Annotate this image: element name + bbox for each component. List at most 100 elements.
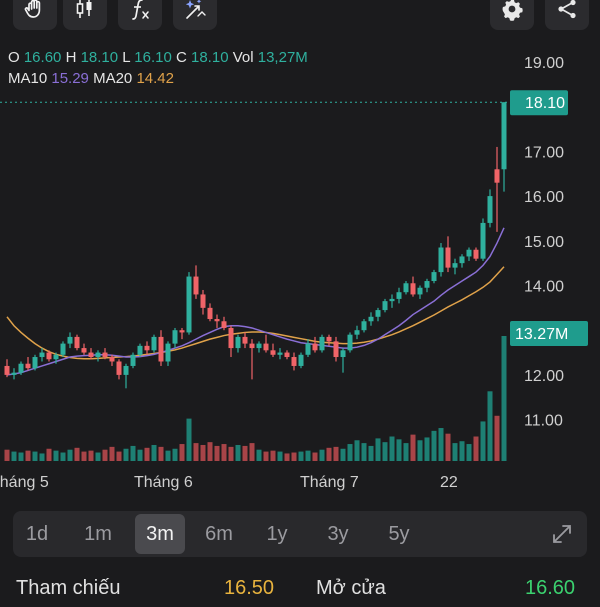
function-icon[interactable] [118, 0, 162, 30]
range-1y[interactable]: 1y [266, 522, 288, 545]
volume-bar [130, 445, 136, 461]
candle-body [228, 327, 234, 349]
volume-bar [39, 453, 45, 461]
volume-bar [144, 447, 150, 461]
volume-bar [445, 433, 451, 461]
volume-bar [487, 391, 493, 461]
range-5y[interactable]: 5y [388, 522, 410, 545]
candle-body [249, 343, 255, 349]
candle-body [95, 352, 101, 358]
candle-body [53, 354, 59, 360]
hand-icon[interactable] [13, 0, 57, 30]
candle-body [109, 357, 115, 362]
x-tick-label: Tháng 7 [300, 474, 359, 491]
candle-body [186, 276, 192, 333]
ma-legend: MA10 15.29 MA20 14.42 [8, 70, 174, 87]
volume-bar [466, 444, 472, 461]
volume-bar [291, 452, 297, 461]
price-info: Tham chiếu 16.50 Mở cửa 16.60 [0, 577, 600, 607]
magic-icon[interactable] [173, 0, 217, 30]
y-tick-label: 19.00 [524, 55, 564, 72]
reference-value: 16.50 [224, 577, 275, 599]
candle-body [81, 348, 87, 353]
range-3m[interactable]: 3m [135, 514, 185, 554]
candle-body [403, 283, 409, 293]
range-3y[interactable]: 3y [327, 522, 349, 545]
volume-bar [312, 452, 318, 461]
volume-bar [333, 446, 339, 461]
volume-bar [18, 452, 24, 461]
candle-body [305, 343, 311, 355]
candle-body [480, 222, 486, 259]
volume-bar [11, 451, 17, 461]
price-badge-label: 18.10 [525, 95, 565, 112]
candle-body [172, 330, 178, 344]
candle-body [11, 372, 17, 375]
volume-bar [382, 442, 388, 461]
volume-bar [172, 448, 178, 461]
candle-body [102, 352, 108, 358]
candle-body [130, 354, 136, 366]
candle-body [4, 365, 10, 375]
low-label: L [122, 49, 131, 66]
range-6m[interactable]: 6m [205, 522, 233, 545]
candlestick-icon[interactable] [63, 0, 107, 30]
range-selector: 1d 1m 3m 6m 1y 3y 5y [13, 511, 587, 557]
open-price-label: Mở cửa [316, 577, 386, 599]
candle-body [382, 301, 388, 311]
volume-bar [158, 446, 164, 461]
ma10-label: MA10 [8, 70, 48, 87]
range-1d[interactable]: 1d [25, 522, 49, 545]
volume-bar [298, 451, 304, 461]
candle-body [417, 287, 423, 295]
open-label: O [8, 49, 20, 66]
volume-bar [74, 447, 80, 461]
y-tick-label: 12.00 [524, 368, 564, 385]
candle-body [312, 343, 318, 351]
reference-label: Tham chiếu [16, 577, 121, 599]
y-tick-label: 11.00 [524, 413, 563, 430]
price-badge [510, 90, 568, 116]
candle-body [214, 319, 220, 322]
x-tick-label: Tháng 5 [0, 474, 49, 491]
range-1m[interactable]: 1m [84, 522, 112, 545]
candle-body [151, 336, 157, 351]
volume-bar [249, 443, 255, 461]
high-value: 18.10 [80, 49, 119, 66]
share-icon[interactable] [545, 0, 589, 30]
candle-body [326, 336, 332, 342]
candle-body [25, 363, 31, 369]
candle-body [193, 276, 199, 295]
volume-bar [207, 442, 213, 461]
volume-bar [256, 449, 262, 461]
volume-bar [347, 444, 353, 461]
candle-body [431, 272, 437, 282]
volume-bar [340, 448, 346, 461]
candle-body [116, 361, 122, 375]
candle-body [67, 336, 73, 344]
volume-bar [235, 444, 241, 461]
gear-icon[interactable] [490, 0, 534, 30]
price-chart[interactable]: 19.0018.0017.0016.0015.0014.0013.0012.00… [0, 40, 600, 500]
volume-bar [46, 448, 52, 461]
candle-body [438, 247, 444, 273]
candle-body [333, 341, 339, 358]
candle-body [298, 354, 304, 366]
candle-body [158, 336, 164, 362]
open-price-value: 16.60 [525, 577, 576, 599]
volume-bar [32, 451, 38, 461]
candle-body [424, 281, 430, 288]
candle-body [389, 298, 395, 302]
ma10-line [6, 227, 505, 376]
candle-body [494, 169, 500, 183]
expand-icon[interactable] [547, 519, 577, 549]
volume-bar [95, 452, 101, 461]
high-label: H [65, 49, 77, 66]
candle-body [501, 102, 507, 170]
open-value: 16.60 [23, 49, 62, 66]
candle-body [18, 363, 24, 373]
ma20-line [6, 266, 505, 360]
volume-bar [123, 448, 129, 461]
volume-bar [480, 421, 486, 461]
volume-bar [179, 444, 185, 461]
